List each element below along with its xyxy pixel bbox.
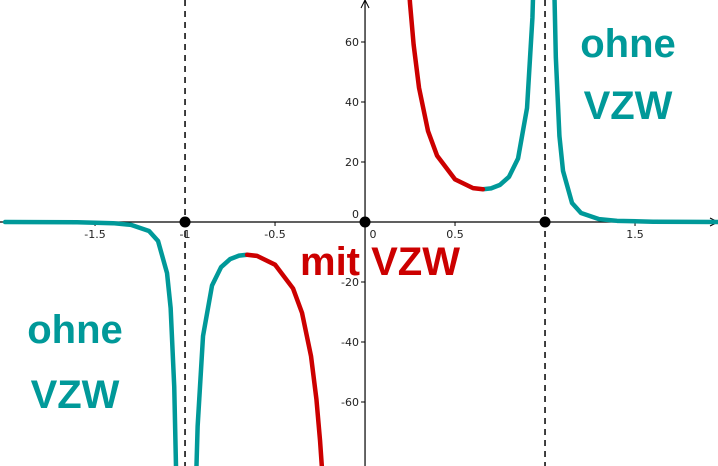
annotation: mit VZW bbox=[300, 240, 460, 284]
y-tick-label: 20 bbox=[345, 156, 359, 169]
x-tick-label: -0.5 bbox=[264, 228, 285, 241]
y-tick-label: -40 bbox=[341, 336, 359, 349]
x-tick-label: -1.5 bbox=[84, 228, 105, 241]
annotation: ohne bbox=[580, 22, 676, 66]
y-tick-label: 40 bbox=[345, 96, 359, 109]
x-tick-label: -1 bbox=[180, 228, 191, 241]
y-tick-label: -20 bbox=[341, 276, 359, 289]
y-tick-label: -60 bbox=[341, 396, 359, 409]
x-tick-label: 1.5 bbox=[626, 228, 644, 241]
point bbox=[179, 216, 191, 228]
annotation: VZW bbox=[31, 373, 120, 417]
curve bbox=[244, 0, 486, 466]
annotation: ohne bbox=[27, 308, 123, 352]
x-axis-arrow bbox=[709, 217, 718, 227]
point bbox=[539, 216, 551, 228]
y-tick-label: 0 bbox=[352, 208, 359, 221]
x-tick-label: 0.5 bbox=[446, 228, 464, 241]
point bbox=[359, 216, 371, 228]
x-tick-label: 0 bbox=[370, 228, 377, 241]
annotation: VZW bbox=[584, 84, 673, 128]
y-axis-arrow bbox=[360, 0, 370, 9]
y-tick-label: 60 bbox=[345, 36, 359, 49]
